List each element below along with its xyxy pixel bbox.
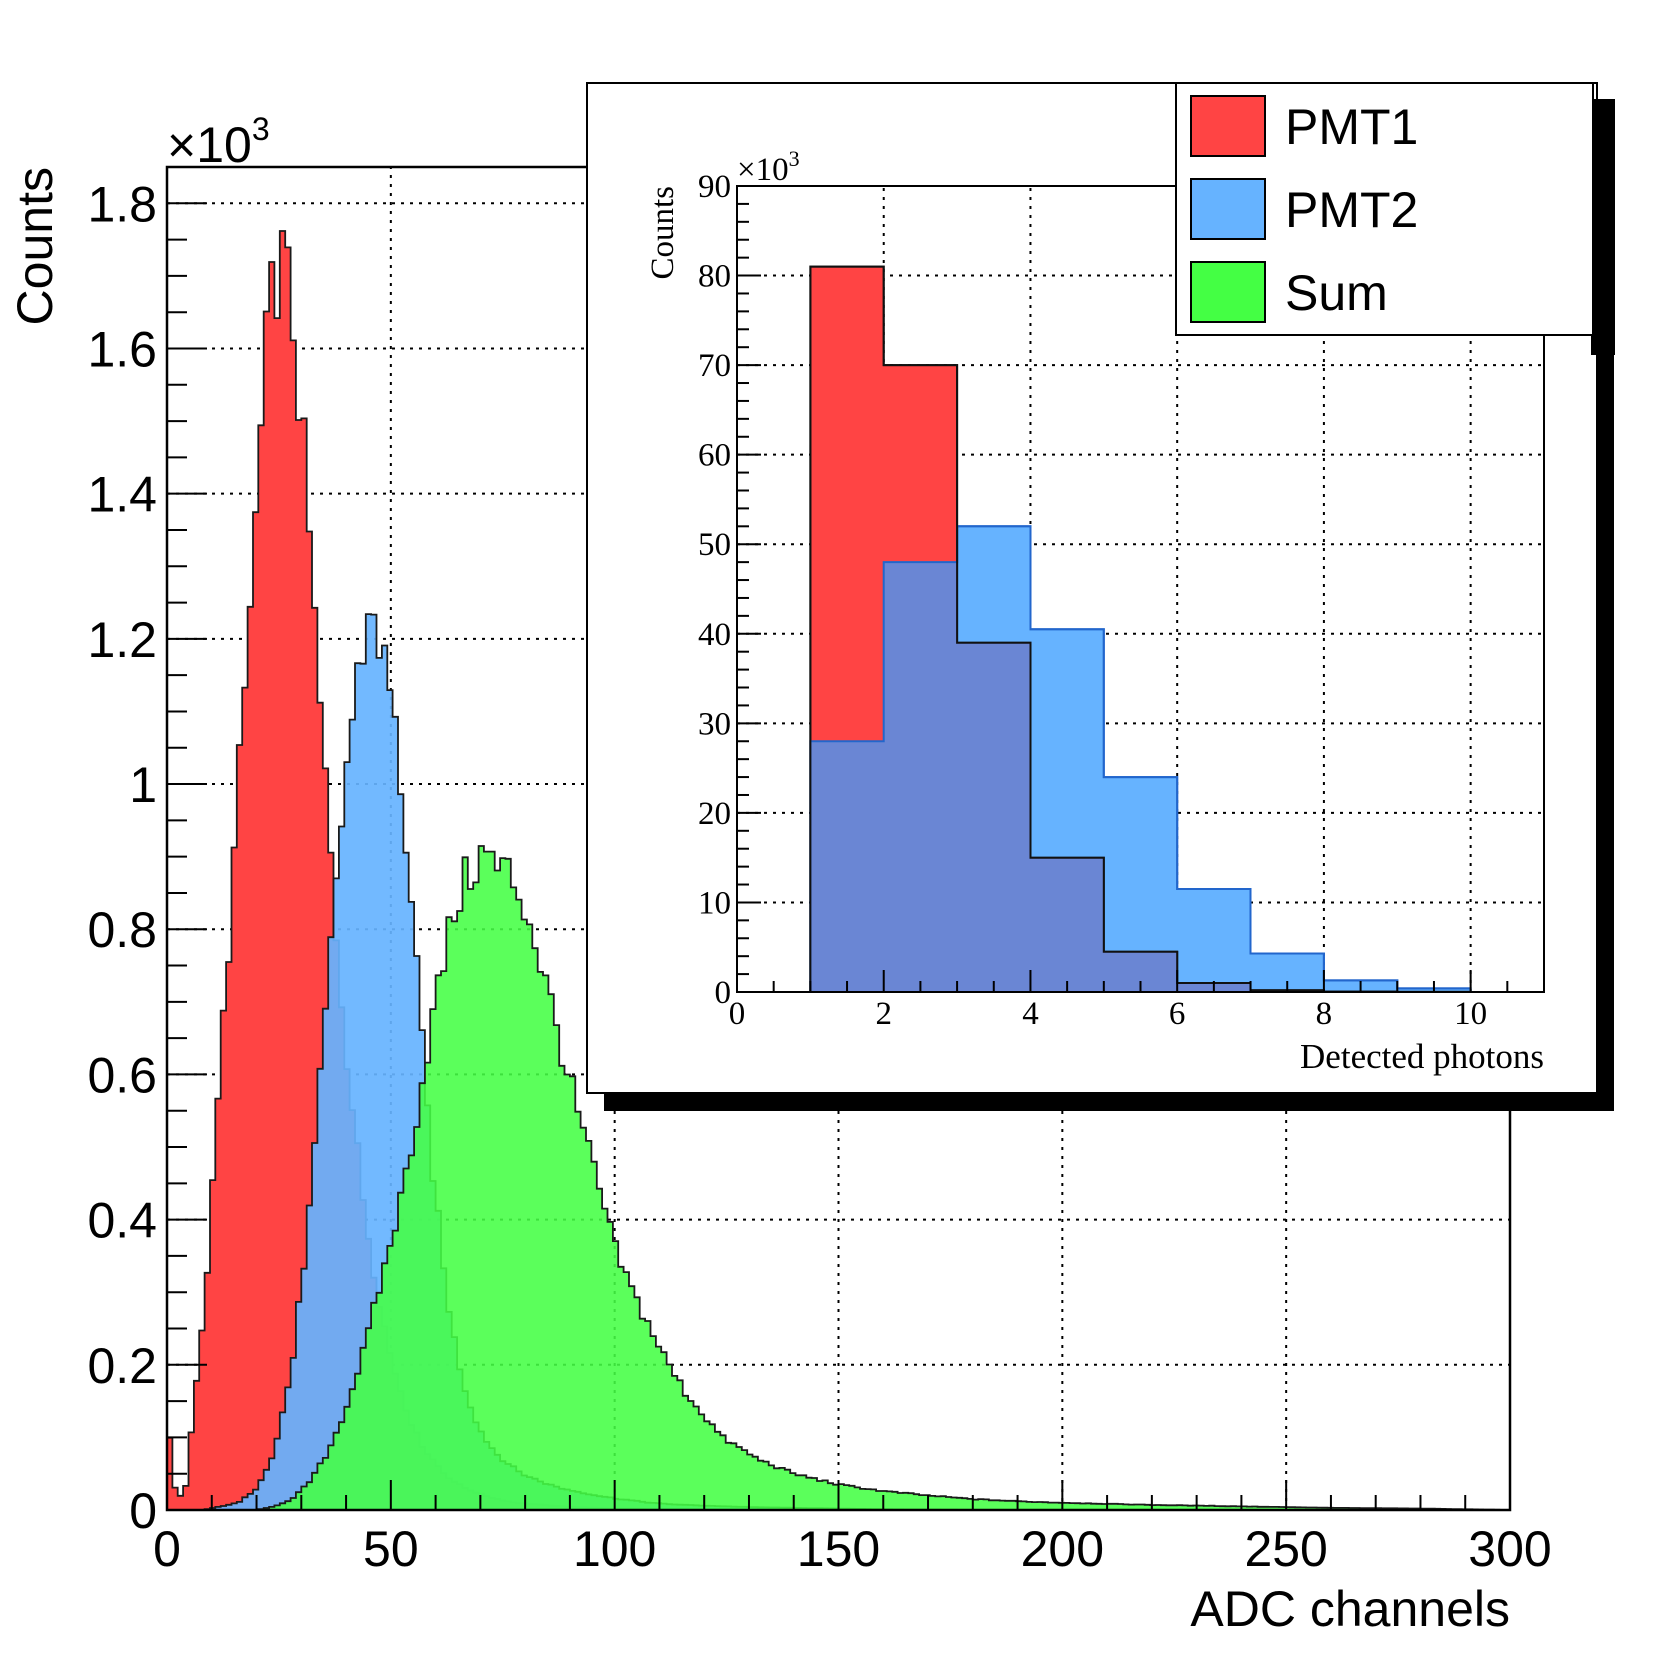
legend-entries: PMT1 PMT2 Sum: [1190, 95, 1418, 323]
inset-x-tick-label: 4: [1022, 996, 1039, 1032]
main-y-tick-label: 1.4: [87, 467, 157, 523]
inset-y-multiplier: ×103: [737, 146, 800, 188]
legend-label-sum: Sum: [1285, 265, 1388, 321]
inset-ticks: [736, 185, 1509, 993]
main-x-tick-label: 250: [1244, 1521, 1327, 1577]
inset-y-tick-label: 70: [698, 348, 731, 384]
legend: PMT1 PMT2 Sum: [1175, 82, 1615, 355]
main-y-tick-label: 1.8: [87, 176, 157, 232]
main-x-tick-label: 150: [797, 1521, 880, 1577]
main-ticks: [166, 202, 1511, 1511]
main-y-tick-label: 1.6: [87, 321, 157, 377]
legend-label-pmt1: PMT1: [1285, 99, 1418, 155]
main-x-tick-label: 0: [153, 1521, 181, 1577]
main-y-tick-label: 0: [129, 1483, 157, 1539]
main-y-multiplier-base: ×10: [167, 117, 252, 173]
histogram-sum: [167, 845, 1510, 1511]
main-y-multiplier: ×103: [167, 111, 270, 173]
inset-y-tick-label: 50: [698, 527, 731, 563]
inset-y-tick-label: 0: [715, 975, 732, 1011]
inset-y-tick-label: 60: [698, 438, 731, 474]
inset-y-multiplier-base: ×10: [737, 152, 789, 188]
inset-x-tick-label: 8: [1316, 996, 1333, 1032]
inset-x-axis-label: Detected photons: [1300, 1037, 1544, 1076]
legend-shadow: [1591, 99, 1615, 355]
main-y-tick-label: 0.6: [87, 1047, 157, 1103]
inset-x-tick-label: 6: [1169, 996, 1186, 1032]
main-x-tick-label: 300: [1468, 1521, 1551, 1577]
inset-x-tick-label: 0: [729, 996, 746, 1032]
main-y-tick-label: 0.8: [87, 902, 157, 958]
inset-x-tick-label: 10: [1454, 996, 1487, 1032]
main-y-multiplier-exp: 3: [252, 111, 270, 147]
main-y-axis-label: Counts: [7, 167, 63, 325]
main-x-tick-label: 200: [1021, 1521, 1104, 1577]
main-x-axis-label: ADC channels: [1190, 1581, 1510, 1637]
inset-y-tick-label: 80: [698, 259, 731, 295]
inset-y-multiplier-exp: 3: [789, 146, 800, 171]
main-x-tick-label: 100: [573, 1521, 656, 1577]
legend-label-pmt2: PMT2: [1285, 182, 1418, 238]
inset-histogram-overlap: [810, 562, 1471, 992]
legend-swatch-sum: [1190, 261, 1266, 323]
main-x-tick-label: 50: [363, 1521, 419, 1577]
inset-x-tick-label: 2: [875, 996, 892, 1032]
inset-y-tick-label: 10: [698, 885, 731, 921]
main-y-tick-label: 1.2: [87, 612, 157, 668]
legend-swatch-pmt2: [1190, 178, 1266, 240]
main-y-tick-label: 1: [129, 757, 157, 813]
main-y-tick-label: 0.4: [87, 1193, 157, 1249]
main-y-tick-label: 0.2: [87, 1338, 157, 1394]
inset-y-tick-label: 90: [698, 169, 731, 205]
main-ticklabels: 0 50 100 150 200 250 30000.20.40.60.811.21.41.…: [87, 176, 1551, 1577]
inset-y-axis-label: Counts: [645, 186, 681, 280]
inset-y-tick-label: 20: [698, 796, 731, 832]
inset-y-tick-label: 30: [698, 706, 731, 742]
inset-y-tick-label: 40: [698, 617, 731, 653]
legend-swatch-pmt1: [1190, 95, 1266, 157]
inset-ticklabels: 0 2 4 6 8 10 0 10 20 30 40 50 60 70 80 90: [698, 169, 1487, 1032]
